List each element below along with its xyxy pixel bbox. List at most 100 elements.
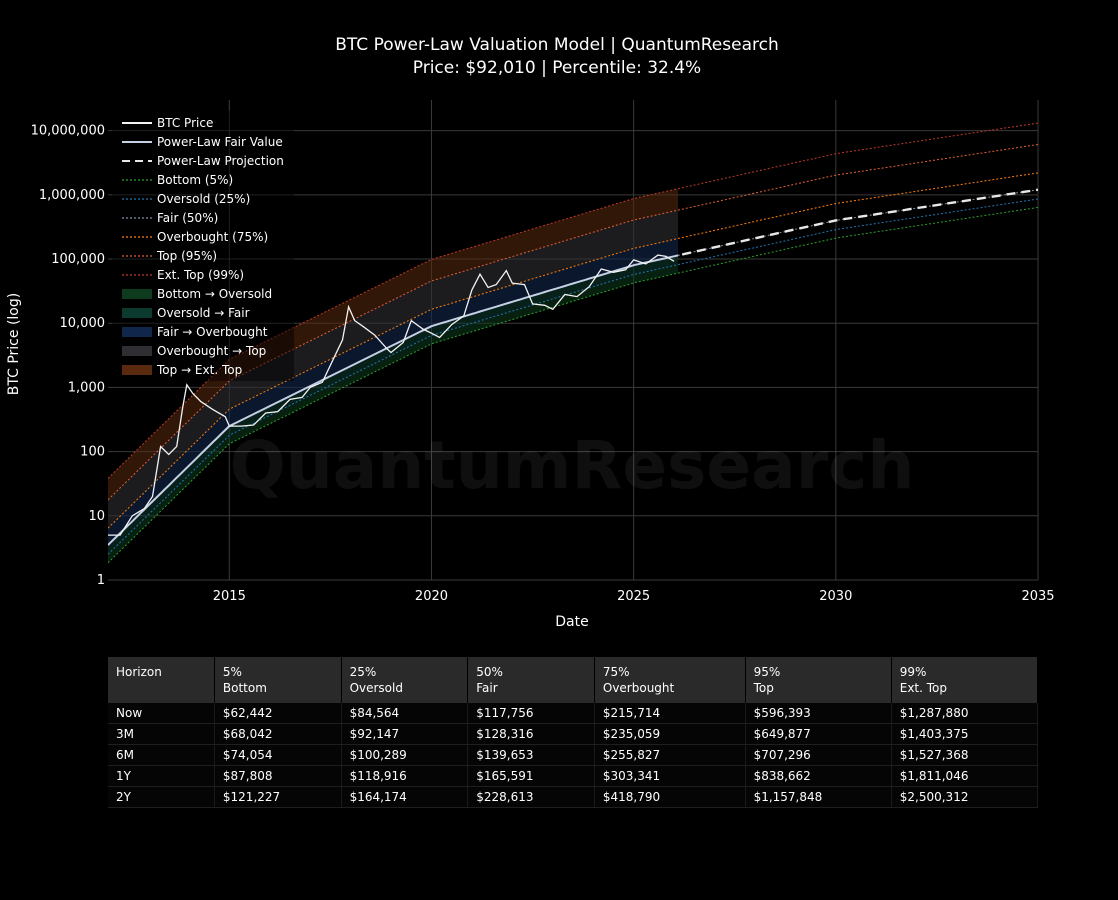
table-cell: $128,316: [467, 723, 595, 745]
legend-label: Fair → Overbought: [157, 325, 268, 339]
table-cell: $649,877: [745, 723, 892, 745]
legend-box: [112, 111, 294, 381]
legend-item: Ext. Top (99%): [122, 268, 244, 282]
header-line1: 95%: [753, 665, 781, 679]
table-cell: Now: [108, 703, 215, 724]
table-cell: $117,756: [467, 703, 595, 724]
legend-item: Bottom (5%): [122, 173, 233, 187]
header-line1: 50%: [476, 665, 503, 679]
table-cell: $255,827: [594, 744, 746, 766]
legend-item: Top (95%): [122, 249, 217, 263]
valuation-table-container: Horizon 5% Bottom 25% Oversold 50% Fair 75% Over…: [108, 657, 1039, 808]
legend-label: Ext. Top (99%): [157, 268, 244, 282]
legend-label: Top → Ext. Top: [156, 363, 242, 377]
x-tick-label: 2020: [415, 589, 448, 604]
table-cell: $121,227: [214, 786, 342, 808]
table-cell: $235,059: [594, 723, 746, 745]
table-cell: 2Y: [108, 786, 215, 808]
table-header-row: Horizon 5% Bottom 25% Oversold 50% Fair 75% Over…: [108, 657, 1039, 703]
legend-item: BTC Price: [122, 116, 213, 130]
table-cell: $1,287,880: [891, 703, 1039, 724]
band-line: [108, 206, 1038, 564]
legend-label: Oversold → Fair: [157, 306, 250, 320]
legend-item: Power-Law Projection: [122, 154, 284, 168]
legend-swatch: [122, 289, 152, 299]
legend-label: Bottom (5%): [157, 173, 233, 187]
table-header-cell: 75% Overbought: [594, 657, 746, 703]
y-tick-label: 1,000: [68, 380, 105, 395]
chart-subtitle: Price: $92,010 | Percentile: 32.4%: [413, 58, 701, 78]
band-line: [108, 122, 1038, 479]
table-row: 2Y $121,227 $164,174 $228,613 $418,790 $1,157…: [108, 786, 1039, 808]
valuation-bands: [108, 188, 679, 563]
table-cell: $1,403,375: [891, 723, 1039, 745]
legend-label: Power-Law Projection: [157, 154, 284, 168]
x-tick-label: 2030: [819, 589, 852, 604]
table-cell: $62,442: [214, 703, 342, 724]
table-cell: 1Y: [108, 765, 215, 787]
band-fill: [108, 210, 679, 529]
legend-item: Oversold (25%): [122, 192, 250, 206]
legend-label: Bottom → Oversold: [157, 287, 272, 301]
table-cell: $838,662: [745, 765, 892, 787]
band-line: [108, 144, 1038, 501]
band-fill: [108, 188, 679, 500]
legend-label: Oversold (25%): [157, 192, 250, 206]
header-line2: Overbought: [602, 681, 675, 695]
x-tick-label: 2035: [1021, 589, 1054, 604]
table-cell: $165,591: [467, 765, 595, 787]
y-axis-title: BTC Price (log): [6, 293, 22, 395]
table-cell: $2,500,312: [891, 786, 1039, 808]
table-cell: $707,296: [745, 744, 892, 766]
table-cell: $68,042: [214, 723, 342, 745]
header-line1: 75%: [602, 665, 630, 679]
valuation-table: Horizon 5% Bottom 25% Oversold 50% Fair 75% Over…: [108, 657, 1039, 808]
y-tick-label: 100,000: [51, 252, 105, 267]
legend-item: Top → Ext. Top: [122, 363, 242, 377]
legend-swatch: [122, 346, 152, 356]
table-cell: $303,341: [594, 765, 746, 787]
table-cell: $92,147: [341, 723, 469, 745]
table-cell: $596,393: [745, 703, 892, 724]
projection-line: [681, 188, 1038, 256]
y-tick-label: 1,000,000: [39, 188, 105, 203]
table-cell: 6M: [108, 744, 215, 766]
table-header-cell: 50% Fair: [467, 657, 595, 703]
btc-price-line: [108, 254, 675, 536]
table-cell: $164,174: [341, 786, 469, 808]
table-cell: $215,714: [594, 703, 746, 724]
table-cell: $118,916: [341, 765, 469, 787]
legend-label: BTC Price: [157, 116, 213, 130]
table-body: Now $62,442 $84,564 $117,756 $215,714 $596,39…: [108, 703, 1039, 808]
legend-item: Bottom → Oversold: [122, 287, 272, 301]
table-header-cell: 5% Bottom: [214, 657, 342, 703]
table-row: 1Y $87,808 $118,916 $165,591 $303,341 $838,66…: [108, 765, 1039, 787]
band-line: [108, 172, 1038, 529]
table-header-cell: 25% Oversold: [341, 657, 469, 703]
table-cell: $139,653: [467, 744, 595, 766]
header-line2: Bottom: [222, 681, 267, 695]
table-header-cell: 95% Top: [745, 657, 892, 703]
legend-swatch: [122, 308, 152, 318]
legend-swatch: [122, 365, 152, 375]
header-line1: 99%: [899, 665, 927, 679]
band-line: [108, 198, 1038, 555]
header-line1: 5%: [222, 665, 242, 679]
table-cell: $100,289: [341, 744, 469, 766]
band-line: [108, 189, 1038, 546]
legend-label: Overbought (75%): [157, 230, 268, 244]
legend: BTC Price Power-Law Fair Value Power-Law P…: [112, 111, 294, 381]
y-tick-label: 10,000,000: [31, 124, 105, 139]
legend-item: Power-Law Fair Value: [122, 135, 283, 149]
legend-swatch: [122, 327, 152, 337]
y-tick-label: 10: [88, 509, 105, 524]
table-cell: $228,613: [467, 786, 595, 808]
legend-label: Overbought → Top: [157, 344, 266, 358]
legend-label: Top (95%): [156, 249, 217, 263]
table-cell: $1,157,848: [745, 786, 892, 808]
power-law-chart: BTC Power-Law Valuation Model | QuantumR…: [6, 35, 1055, 630]
y-tick-label: 1: [97, 573, 105, 588]
table-row: 3M $68,042 $92,147 $128,316 $235,059 $649,877…: [108, 723, 1039, 745]
legend-label: Power-Law Fair Value: [157, 135, 283, 149]
watermark: QuantumResearch: [230, 427, 915, 504]
